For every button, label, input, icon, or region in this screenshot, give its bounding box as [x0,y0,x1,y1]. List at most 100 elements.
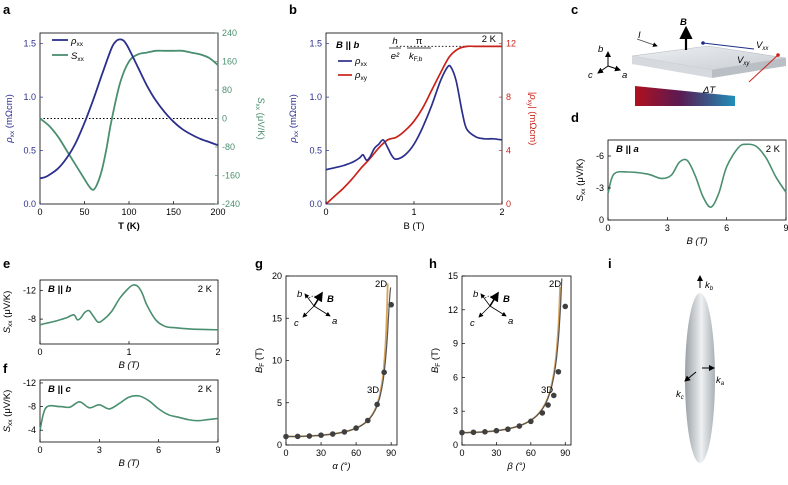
y-axis-right-label: Sxx (μV/K) [254,97,266,140]
x-tick-label: 150 [166,207,181,217]
temperature-label: 2 K [198,384,213,395]
x-tick-label: 0 [283,448,288,458]
x-tick-label: 1 [411,207,416,217]
slab-front [632,56,712,78]
chart-a: 0 50 100 150 200 0.0 0.5 1.0 1.5 -240 -160 -80 0 80 16… [4,28,266,232]
x-tick-label: 0 [37,445,42,455]
x-tick-label: 0 [605,223,610,233]
data-point [353,425,359,431]
plot-frame [285,275,398,446]
inset-c-label: c [294,318,299,329]
data-point [545,402,551,408]
temperature-gradient [635,86,735,106]
y-tick-label: 80 [222,85,232,95]
sxx-series-line [39,394,219,431]
x-axis-label: B (T) [118,360,139,371]
fermi-ellipsoid [685,293,715,463]
current-label: I [638,30,641,41]
vxy-wire [748,54,779,83]
y-axis-label: BF (T) [254,348,266,373]
panel-label-f: f [3,361,8,376]
fit-2d-line [285,283,389,438]
y-tick-label: 0 [453,440,458,450]
axis-a-label: a [622,70,627,81]
data-point [318,432,324,438]
inset-angle-arc [308,295,320,299]
rhoxx-series-line [39,38,219,180]
sxx-series-line [39,49,219,191]
panel-label-i: i [608,256,612,271]
y-tick-label: 0 [506,199,511,209]
x-tick-label: 90 [386,448,396,458]
inset-b-label: b [297,289,302,300]
legend-rhoxx-label: ρxx [70,36,84,48]
inset-a-label: a [332,316,337,327]
x-tick-label: 6 [724,223,729,233]
vxx-wire [702,42,755,50]
y-tick-label: 0 [599,215,604,225]
plot-frame [607,139,787,221]
y-axis-left-label: ρxx (mΩcm) [4,94,16,144]
formula-e2: e² [391,51,400,62]
field-direction: B || b [336,40,359,51]
x-tick-label: 9 [215,445,220,455]
y-axis-label: Sxx (μV/K) [2,291,14,334]
y-tick-label: -8 [28,314,36,324]
inset-b-axis [304,293,315,307]
y-tick-label: 0.0 [309,199,322,209]
inset-field-label: B [503,294,510,305]
data-point [562,303,569,310]
x-tick-label: 200 [210,207,225,217]
x-tick-label: 3 [665,223,670,233]
temperature-label: 2 K [482,34,497,45]
gradient-label: ΔT [702,85,716,96]
x-tick-label: 90 [560,448,570,458]
data-point [505,426,511,433]
data-point [329,431,336,437]
plot-frame [461,275,572,446]
inset-a-axis [313,305,331,317]
axis-b-label: b [598,44,603,55]
y-tick-label: 1.5 [23,39,36,49]
rhoxy-series-line [325,45,502,205]
y-tick-label: 0 [222,114,227,124]
x-tick-label: 1 [126,347,131,357]
data-point [555,368,562,375]
y-axis-label: Sxx (μV/K) [575,159,587,202]
field-label: B [680,17,687,28]
fit-3d-line [462,278,563,434]
x-axis-label: β (°) [506,461,525,472]
formula-h: h [392,36,397,47]
fit-2d-line [462,286,561,434]
y-tick-label: 12 [448,305,458,315]
sxx-series-line [607,143,787,208]
x-tick-label: 0 [37,207,42,217]
y-tick-label: 1.0 [309,92,322,102]
inset-b-axis [480,293,491,307]
panel-label-e: e [3,256,10,271]
legend-sxx-label: Sxx [71,51,85,63]
y-tick-label: 15 [448,271,458,281]
y-tick-label: -4 [28,425,36,435]
y-tick-label: 8 [506,92,511,102]
x-tick-label: 0 [37,347,42,357]
y-tick-label: 6 [453,372,458,382]
fit-3d-line [285,287,392,438]
panel-label-d: d [571,110,579,125]
y-tick-label: 160 [222,57,237,67]
x-axis-label: α (°) [332,461,350,472]
crystal-axes: b a c [588,44,627,81]
x-tick-label: 30 [491,448,501,458]
current-arrow [636,38,658,47]
formula-kf: kF,b [409,51,423,63]
y-tick-label: 0.5 [309,146,322,156]
data-point [306,433,313,439]
y-tick-label: 10 [272,356,282,366]
vxx-contact [701,41,705,45]
temperature-label: 2 K [198,284,213,295]
y-axis-label: BF (T) [430,348,442,373]
data-point [341,429,348,435]
fit-3d-label: 3D [541,385,553,396]
inset-a-label: a [508,316,513,327]
data-point [493,427,500,434]
